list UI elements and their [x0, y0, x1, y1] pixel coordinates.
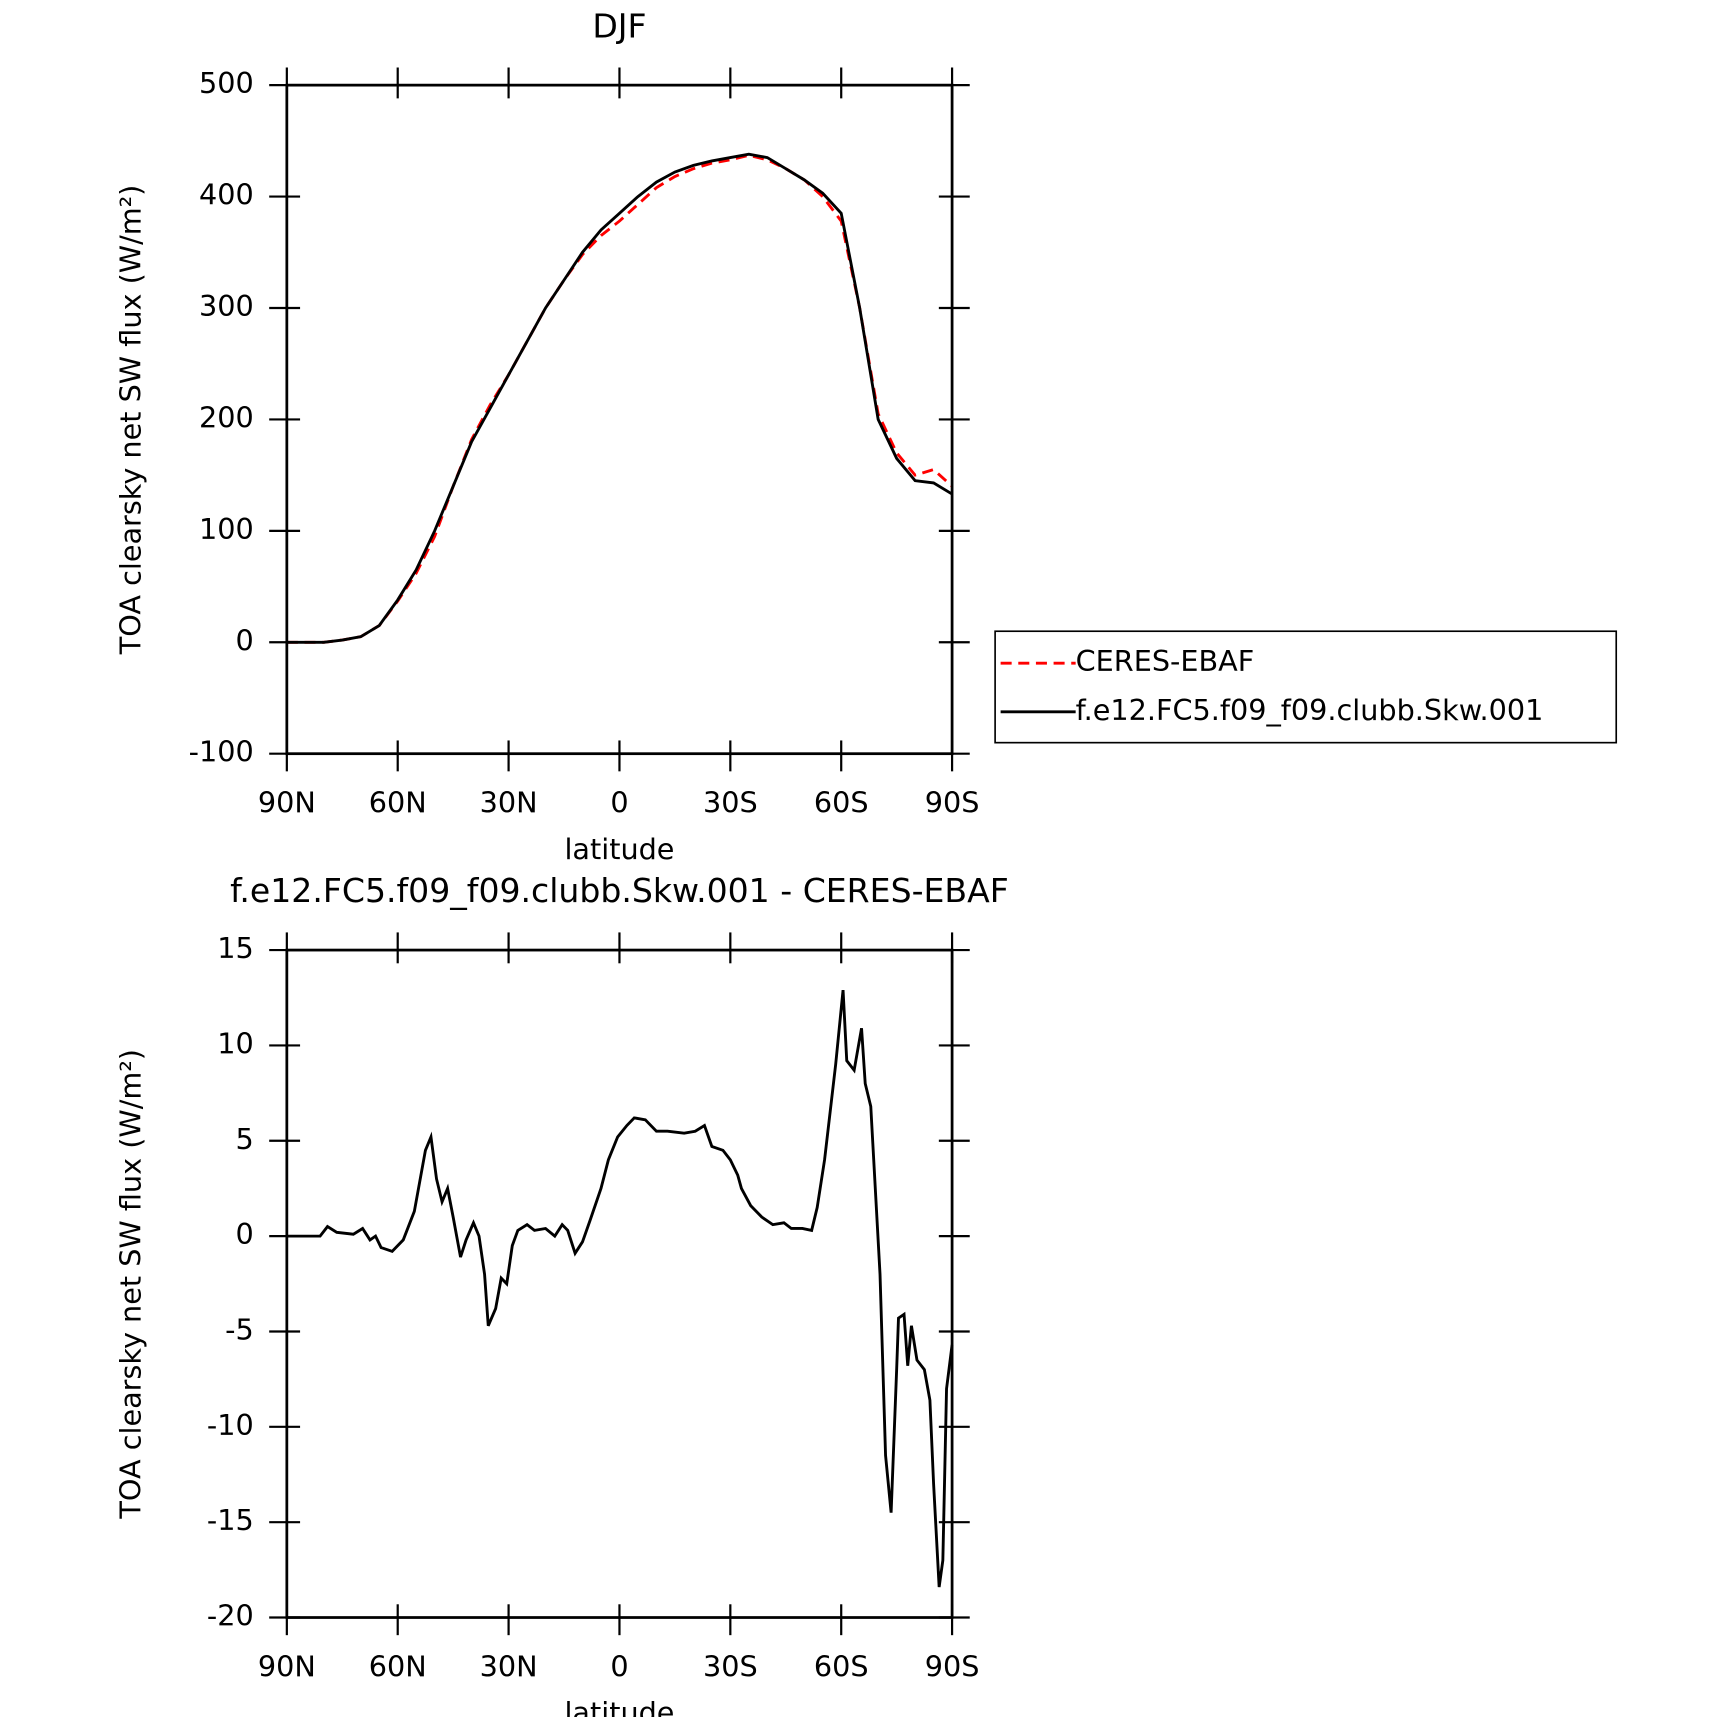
y-tick-label: 300: [199, 289, 254, 323]
y-tick-label: 15: [217, 931, 253, 965]
x-tick-label: 90N: [258, 785, 316, 819]
legend-label: f.e12.FC5.f09_f09.clubb.Skw.001: [1076, 693, 1544, 727]
x-tick-label: 30N: [480, 1649, 538, 1683]
x-tick-label: 0: [610, 785, 628, 819]
plot-frame: [285, 83, 954, 756]
y-tick-label: 0: [235, 1217, 253, 1251]
x-tick-label: 60N: [369, 785, 427, 819]
legend-box: [994, 630, 1618, 744]
x-tick-label: 0: [610, 1649, 628, 1683]
x-tick-label: 30N: [480, 785, 538, 819]
x-axis-label: latitude: [564, 832, 674, 866]
x-tick-label: 30S: [703, 1649, 758, 1683]
x-tick-label: 90S: [925, 1649, 980, 1683]
data-line: [286, 153, 954, 644]
x-axis-label: latitude: [564, 1696, 674, 1717]
y-tick-label: 400: [199, 178, 254, 212]
legend-label: CERES-EBAF: [1076, 644, 1255, 678]
x-tick-label: 60N: [369, 1649, 427, 1683]
chart-title: f.e12.FC5.f09_f09.clubb.Skw.001 - CERES-…: [230, 871, 1009, 910]
plot-frame: [285, 948, 954, 1619]
y-tick-label: -10: [207, 1408, 254, 1442]
y-tick-label: -5: [225, 1312, 254, 1346]
y-tick-label: 100: [199, 512, 254, 546]
y-tick-label: -100: [189, 735, 254, 769]
x-tick-label: 60S: [814, 785, 869, 819]
x-tick-label: 90S: [925, 785, 980, 819]
x-tick-label: 60S: [814, 1649, 869, 1683]
y-axis-label: TOA clearsky net SW flux (W/m²): [113, 185, 147, 656]
y-tick-label: 200: [199, 400, 254, 434]
y-tick-label: 5: [235, 1122, 253, 1156]
data-line: [286, 989, 954, 1588]
data-line: [286, 152, 953, 644]
x-tick-label: 90N: [258, 1649, 316, 1683]
y-tick-label: 500: [199, 66, 254, 100]
y-tick-label: -15: [207, 1503, 254, 1537]
chart-title: DJF: [592, 6, 646, 45]
y-tick-label: -20: [207, 1599, 254, 1633]
y-axis-label: TOA clearsky net SW flux (W/m²): [113, 1049, 147, 1520]
y-tick-label: 10: [217, 1026, 253, 1060]
x-tick-label: 30S: [703, 785, 758, 819]
y-tick-label: 0: [235, 623, 253, 657]
